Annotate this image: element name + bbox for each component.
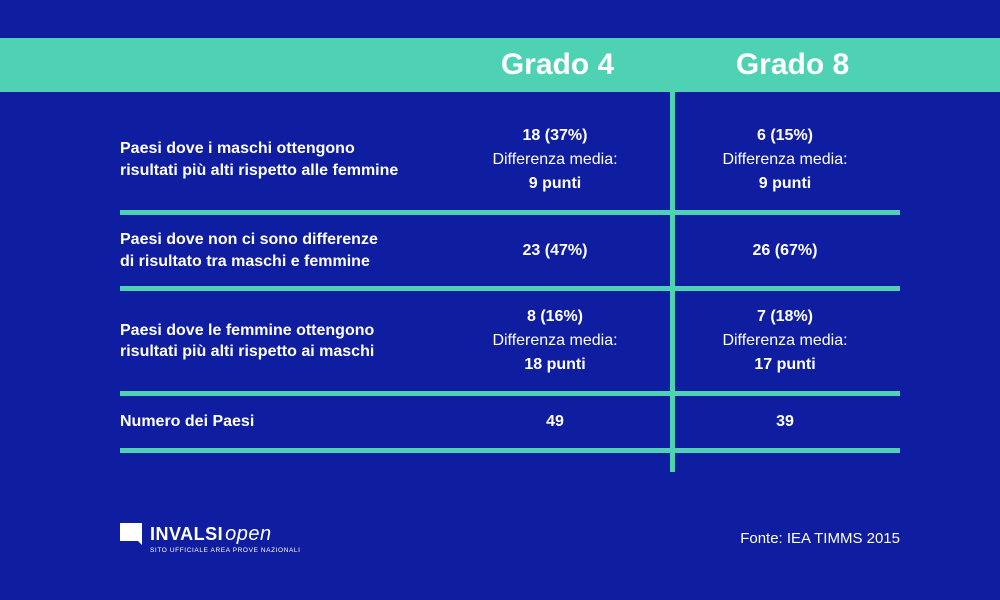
logo-open-text: open bbox=[225, 523, 272, 546]
diff-value: 9 punti bbox=[440, 172, 670, 196]
logo-main-text: INVALSI open bbox=[150, 523, 301, 546]
row-col-2: 7 (18%) Differenza media: 17 punti bbox=[670, 305, 900, 377]
logo-text: INVALSI open SITO UFFICIALE AREA PROVE N… bbox=[150, 523, 301, 554]
row-label-line2: risultati più alti rispetto alle femmine bbox=[120, 162, 398, 179]
invalsi-logo: INVALSI open SITO UFFICIALE AREA PROVE N… bbox=[120, 523, 301, 554]
diff-value: 9 punti bbox=[670, 172, 900, 196]
table-row: Paesi dove non ci sono differenze di ris… bbox=[120, 215, 900, 286]
row-label-line1: Paesi dove i maschi ottengono bbox=[120, 140, 355, 157]
infographic-page: Grado 4 Grado 8 Paesi dove i maschi otte… bbox=[0, 0, 1000, 600]
row-label-line2: risultati più alti rispetto ai maschi bbox=[120, 343, 374, 360]
header-col-1: Grado 4 bbox=[440, 48, 675, 82]
row-col-1: 8 (16%) Differenza media: 18 punti bbox=[440, 305, 670, 377]
logo-subtitle: SITO UFFICIALE AREA PROVE NAZIONALI bbox=[150, 547, 301, 554]
stat-value: 26 (67%) bbox=[670, 239, 900, 263]
row-col-1: 18 (37%) Differenza media: 9 punti bbox=[440, 124, 670, 196]
data-table: Paesi dove i maschi ottengono risultati … bbox=[120, 110, 900, 453]
row-label-line1: Paesi dove non ci sono differenze bbox=[120, 231, 378, 248]
source-text: Fonte: IEA TIMMS 2015 bbox=[740, 530, 900, 547]
row-col-2: 39 bbox=[670, 410, 900, 434]
stat-value: 39 bbox=[670, 410, 900, 434]
header-band: Grado 4 Grado 8 bbox=[0, 38, 1000, 92]
row-label-line2: di risultato tra maschi e femmine bbox=[120, 253, 370, 270]
diff-label: Differenza media: bbox=[670, 148, 900, 172]
diff-value: 17 punti bbox=[670, 353, 900, 377]
table-row: Numero dei Paesi 49 39 bbox=[120, 396, 900, 448]
logo-brand: INVALSI bbox=[150, 524, 223, 545]
table-row: Paesi dove le femmine ottengono risultat… bbox=[120, 291, 900, 391]
stat-value: 6 (15%) bbox=[670, 124, 900, 148]
stat-value: 7 (18%) bbox=[670, 305, 900, 329]
row-label-line1: Numero dei Paesi bbox=[120, 413, 254, 430]
row-label-line1: Paesi dove le femmine ottengono bbox=[120, 322, 374, 339]
stat-value: 49 bbox=[440, 410, 670, 434]
row-label: Paesi dove non ci sono differenze di ris… bbox=[120, 229, 440, 272]
diff-label: Differenza media: bbox=[440, 329, 670, 353]
stat-value: 23 (47%) bbox=[440, 239, 670, 263]
footer: INVALSI open SITO UFFICIALE AREA PROVE N… bbox=[120, 523, 900, 554]
stat-value: 8 (16%) bbox=[440, 305, 670, 329]
stat-value: 18 (37%) bbox=[440, 124, 670, 148]
diff-label: Differenza media: bbox=[440, 148, 670, 172]
flag-icon bbox=[120, 523, 142, 541]
table-row: Paesi dove i maschi ottengono risultati … bbox=[120, 110, 900, 210]
row-col-2: 26 (67%) bbox=[670, 239, 900, 263]
row-col-1: 23 (47%) bbox=[440, 239, 670, 263]
row-label: Paesi dove le femmine ottengono risultat… bbox=[120, 320, 440, 363]
row-label: Paesi dove i maschi ottengono risultati … bbox=[120, 138, 440, 181]
row-divider bbox=[120, 448, 900, 453]
diff-label: Differenza media: bbox=[670, 329, 900, 353]
row-col-1: 49 bbox=[440, 410, 670, 434]
row-label: Numero dei Paesi bbox=[120, 411, 440, 433]
row-col-2: 6 (15%) Differenza media: 9 punti bbox=[670, 124, 900, 196]
header-col-2: Grado 8 bbox=[675, 48, 910, 82]
diff-value: 18 punti bbox=[440, 353, 670, 377]
